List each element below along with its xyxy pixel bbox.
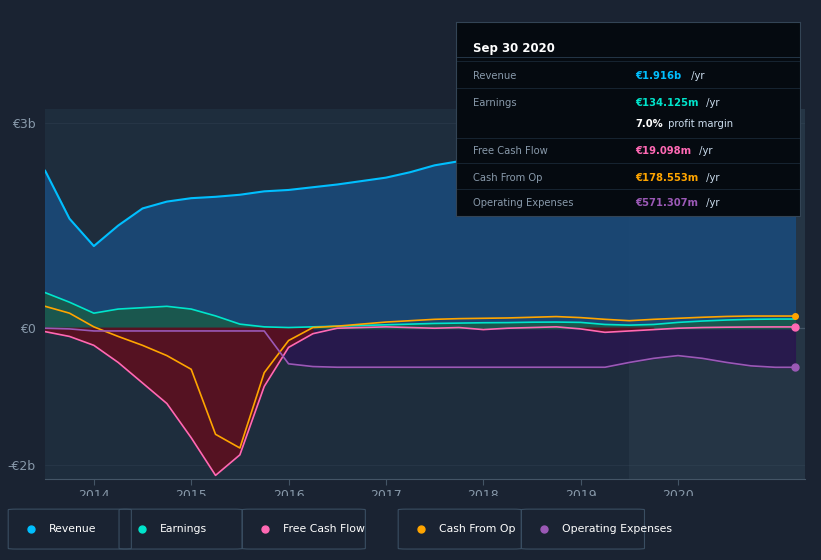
Text: €19.098m: €19.098m xyxy=(635,146,691,156)
Text: Earnings: Earnings xyxy=(160,524,207,534)
Text: /yr: /yr xyxy=(704,98,720,108)
Text: Sep 30 2020: Sep 30 2020 xyxy=(473,42,555,55)
Text: /yr: /yr xyxy=(704,173,720,183)
Bar xyxy=(630,109,805,479)
Text: €1.916b: €1.916b xyxy=(635,71,681,81)
Text: €134.125m: €134.125m xyxy=(635,98,699,108)
Text: Cash From Op: Cash From Op xyxy=(473,173,543,183)
Text: /yr: /yr xyxy=(704,198,720,208)
Text: Revenue: Revenue xyxy=(49,524,97,534)
Text: Operating Expenses: Operating Expenses xyxy=(473,198,573,208)
Text: profit margin: profit margin xyxy=(665,119,733,129)
Text: Cash From Op: Cash From Op xyxy=(439,524,516,534)
Text: /yr: /yr xyxy=(688,71,704,81)
Text: €571.307m: €571.307m xyxy=(635,198,698,208)
Text: 7.0%: 7.0% xyxy=(635,119,663,129)
Text: €178.553m: €178.553m xyxy=(635,173,698,183)
Text: /yr: /yr xyxy=(695,146,712,156)
Text: Free Cash Flow: Free Cash Flow xyxy=(283,524,365,534)
Text: Free Cash Flow: Free Cash Flow xyxy=(473,146,548,156)
Text: Revenue: Revenue xyxy=(473,71,516,81)
Text: Earnings: Earnings xyxy=(473,98,516,108)
Text: Operating Expenses: Operating Expenses xyxy=(562,524,672,534)
